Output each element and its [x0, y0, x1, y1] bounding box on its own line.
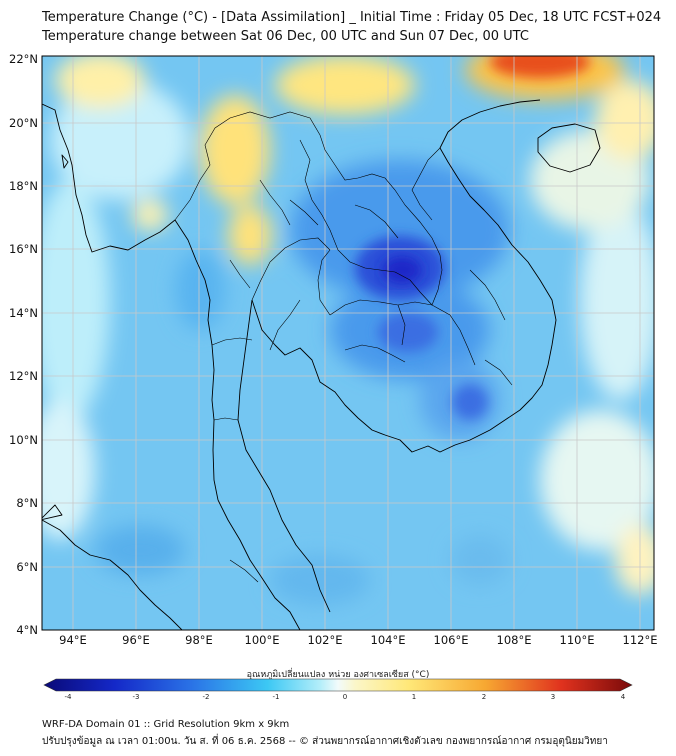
colorbar-tick: 1 [411, 693, 417, 701]
map-frame [41, 55, 655, 631]
temperature-map [41, 55, 655, 631]
lat-label-12n: 12°N [9, 369, 38, 383]
lon-label-108e: 108°E [496, 633, 532, 647]
lat-label-6n: 6°N [16, 560, 38, 574]
lon-label-98e: 98°E [185, 633, 213, 647]
graticule [42, 56, 654, 630]
footer-update-info: ปรับปรุงข้อมูล ณ เวลา 01:00น. วัน ส. ที่… [42, 736, 608, 747]
lat-label-16n: 16°N [9, 242, 38, 256]
lon-label-94e: 94°E [59, 633, 87, 647]
colorbar-tick: -2 [202, 693, 210, 701]
country-borders [174, 111, 513, 583]
colorbar-tick: -3 [132, 693, 140, 701]
map-title-line2: Temperature change between Sat 06 Dec, 0… [42, 29, 529, 44]
lon-label-100e: 100°E [244, 633, 280, 647]
lat-label-22n: 22°N [9, 52, 38, 66]
lon-label-110e: 110°E [559, 633, 595, 647]
lon-label-106e: 106°E [433, 633, 469, 647]
colorbar-tick: -4 [64, 693, 72, 701]
lon-label-112e: 112°E [622, 633, 658, 647]
lon-label-104e: 104°E [370, 633, 406, 647]
lat-label-8n: 8°N [16, 496, 38, 510]
lon-label-102e: 102°E [307, 633, 343, 647]
lon-label-96e: 96°E [122, 633, 150, 647]
map-title-line1: Temperature Change (°C) - [Data Assimila… [42, 10, 662, 25]
lat-label-20n: 20°N [9, 116, 38, 130]
colorbar [43, 678, 633, 692]
lat-label-14n: 14°N [9, 306, 38, 320]
colorbar-tick: 2 [481, 693, 487, 701]
lat-label-10n: 10°N [9, 433, 38, 447]
footer-domain-info: WRF-DA Domain 01 :: Grid Resolution 9km … [42, 719, 290, 730]
colorbar-tick: 4 [620, 693, 626, 701]
colorbar-tick: 0 [342, 693, 348, 701]
colorbar-title: อุณหภูมิเปลี่ยนแปลง หน่วย องศาเซลเซียส (… [246, 670, 430, 680]
coastlines [42, 99, 601, 630]
lat-label-4n: 4°N [16, 623, 38, 637]
lat-label-18n: 18°N [9, 179, 38, 193]
colorbar-tick: -1 [272, 693, 280, 701]
colorbar-tick: 3 [550, 693, 556, 701]
